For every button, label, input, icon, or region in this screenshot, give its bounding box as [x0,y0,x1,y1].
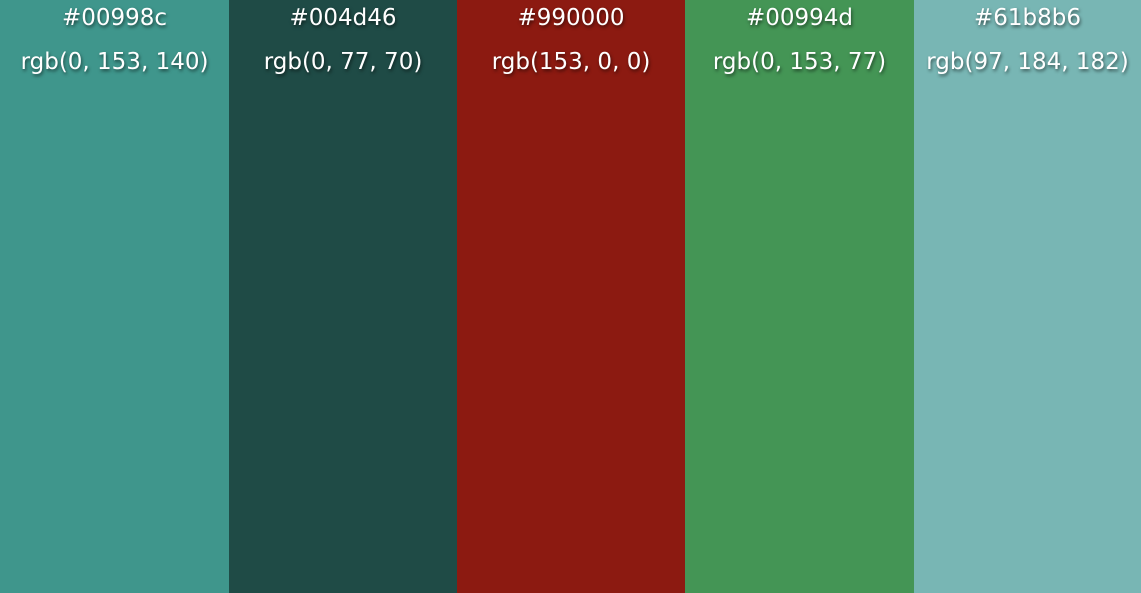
swatch-hex-label: #00998c [61,5,168,31]
swatch-rgb-label: rgb(0, 77, 70) [263,49,423,75]
color-swatch-2[interactable]: #004d46 rgb(0, 77, 70) [229,0,457,593]
swatch-hex-label: #00994d [745,5,854,31]
color-swatch-3[interactable]: #990000 rgb(153, 0, 0) [457,0,685,593]
color-swatch-5[interactable]: #61b8b6 rgb(97, 184, 182) [914,0,1141,593]
swatch-rgb-label: rgb(0, 153, 77) [712,49,887,75]
color-swatch-1[interactable]: #00998c rgb(0, 153, 140) [0,0,229,593]
swatch-rgb-label: rgb(0, 153, 140) [20,49,209,75]
swatch-hex-label: #004d46 [289,5,397,31]
swatch-rgb-label: rgb(97, 184, 182) [926,49,1129,75]
swatch-hex-label: #61b8b6 [973,5,1081,31]
swatch-rgb-label: rgb(153, 0, 0) [491,49,651,75]
color-swatch-4[interactable]: #00994d rgb(0, 153, 77) [685,0,914,593]
swatch-hex-label: #990000 [517,5,625,31]
